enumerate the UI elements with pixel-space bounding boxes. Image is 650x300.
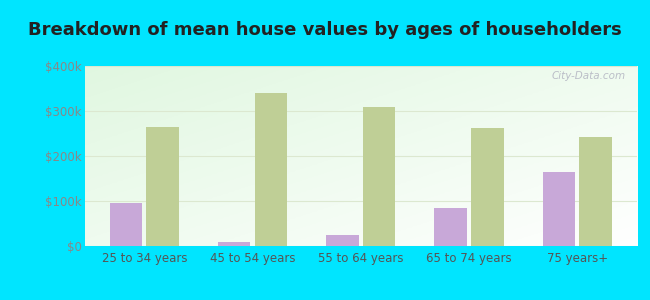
- Bar: [255, 93, 287, 246]
- Bar: [434, 208, 467, 246]
- Bar: [326, 235, 359, 246]
- Bar: [471, 128, 504, 246]
- Bar: [146, 127, 179, 246]
- Bar: [363, 107, 395, 246]
- Bar: [543, 172, 575, 246]
- Bar: [218, 242, 250, 246]
- Bar: [579, 137, 612, 246]
- Text: City-Data.com: City-Data.com: [552, 71, 626, 81]
- Bar: [110, 203, 142, 246]
- Text: Breakdown of mean house values by ages of householders: Breakdown of mean house values by ages o…: [28, 21, 622, 39]
